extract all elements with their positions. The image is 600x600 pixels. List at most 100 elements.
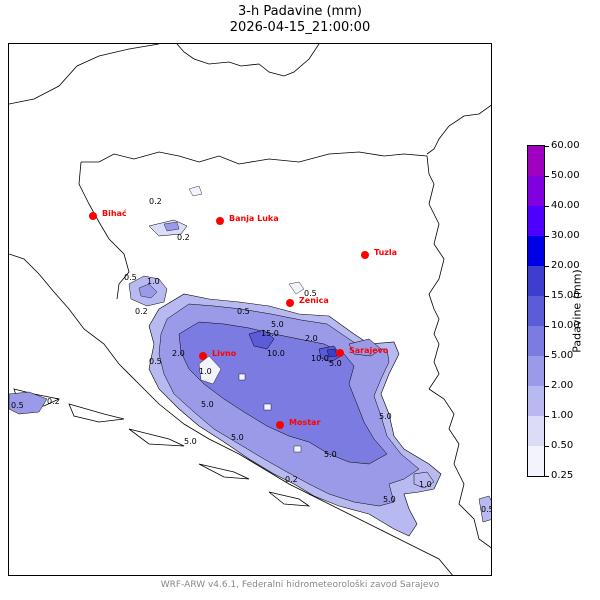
map-panel: 0.2 0.2 0.5 1.0 0.2 0.5 15.0 5.0 10.0 2.… xyxy=(8,43,492,576)
border-north xyxy=(176,44,320,77)
colorbar-segment xyxy=(528,146,544,176)
contour-label: 5.0 xyxy=(184,437,197,446)
city-label: Zenica xyxy=(299,296,329,305)
city-marker xyxy=(89,212,97,220)
colorbar-tick-label: 30.00 xyxy=(551,230,580,241)
contour-label: 2.0 xyxy=(305,334,318,343)
city-marker xyxy=(199,352,207,360)
contour-label: 5.0 xyxy=(329,359,342,368)
city-label: Sarajevo xyxy=(349,346,389,355)
colorbar-tick xyxy=(545,476,549,477)
contour-label: 1.0 xyxy=(147,277,160,286)
contour-label: 0.5 xyxy=(481,505,492,514)
island-3 xyxy=(128,428,185,447)
colorbar-label: Padavine (mm) xyxy=(570,269,584,353)
contour-label: 2.0 xyxy=(172,349,185,358)
model-credit: WRF-ARW v4.6.1, Federalni hidrometeorolo… xyxy=(160,580,440,590)
city-sarajevo[interactable]: Sarajevo xyxy=(336,346,389,357)
island-2 xyxy=(68,403,125,423)
city-livno[interactable]: Livno xyxy=(199,349,237,360)
colorbar-tick xyxy=(545,296,549,297)
contour-label: 0.5 xyxy=(124,273,137,282)
colorbar xyxy=(527,145,545,477)
colorbar-tick-label: 15.00 xyxy=(551,290,580,301)
island-5 xyxy=(268,491,311,507)
contour-label: 5.0 xyxy=(231,433,244,442)
colorbar-tick-label: 10.00 xyxy=(551,320,580,331)
contour-label: 10.0 xyxy=(311,354,329,363)
colorbar-segment xyxy=(528,266,544,296)
coastline xyxy=(9,253,453,575)
colorbar-tick-label: 20.00 xyxy=(551,260,580,271)
contour-labels: 0.2 0.2 0.5 1.0 0.2 0.5 15.0 5.0 10.0 2.… xyxy=(11,197,492,514)
colorbar-segment xyxy=(528,416,544,446)
colorbar-tick xyxy=(545,326,549,327)
city-marker xyxy=(276,421,284,429)
colorbar-segment xyxy=(528,446,544,476)
map-timestamp: 2026-04-15_21:00:00 xyxy=(229,20,371,35)
colorbar-segment xyxy=(528,206,544,236)
colorbar-segment xyxy=(528,236,544,266)
colorbar-tick-label: 60.00 xyxy=(551,140,580,151)
contour-label: 0.5 xyxy=(11,401,24,410)
colorbar-tick xyxy=(545,146,549,147)
colorbar-segment xyxy=(528,386,544,416)
city-banja-luka[interactable]: Banja Luka xyxy=(216,214,279,225)
colorbar-segment xyxy=(528,296,544,326)
colorbar-tick-label: 0.25 xyxy=(551,470,574,481)
city-marker xyxy=(336,349,344,357)
colorbar-tick xyxy=(545,356,549,357)
colorbar-tick-label: 5.00 xyxy=(551,350,574,361)
contour-label: 0.2 xyxy=(47,397,60,406)
colorbar-tick xyxy=(545,176,549,177)
contour-label: 0.5 xyxy=(237,307,250,316)
colorbar-tick xyxy=(545,236,549,237)
city-label: Bihać xyxy=(102,208,127,218)
city-marker xyxy=(216,217,224,225)
city-label: Livno xyxy=(212,349,237,358)
city-label: Banja Luka xyxy=(229,214,279,223)
colorbar-segment xyxy=(528,176,544,206)
contour-label: 0.5 xyxy=(149,357,162,366)
island-4 xyxy=(198,463,250,480)
map-title: 3-h Padavine (mm) xyxy=(238,4,362,19)
colorbar-tick xyxy=(545,206,549,207)
city-mostar[interactable]: Mostar xyxy=(276,418,320,429)
colorbar-tick-label: 50.00 xyxy=(551,170,580,181)
contour-label: 5.0 xyxy=(383,495,396,504)
border-southeast xyxy=(428,388,491,549)
border-bih-west xyxy=(78,161,130,300)
colorbar-segment xyxy=(528,356,544,386)
city-zenica[interactable]: Zenica xyxy=(286,296,329,307)
border-northwest xyxy=(9,44,160,105)
colorbar-tick-label: 1.00 xyxy=(551,410,574,421)
colorbar-tick xyxy=(545,416,549,417)
city-marker xyxy=(286,299,294,307)
contour-label: 1.0 xyxy=(199,367,212,376)
colorbar-tick-label: 2.00 xyxy=(551,380,574,391)
contour-label: 5.0 xyxy=(271,320,284,329)
city-tuzla[interactable]: Tuzla xyxy=(361,248,397,259)
city-bihac[interactable]: Bihać xyxy=(89,208,127,220)
colorbar-tick-label: 0.50 xyxy=(551,440,574,451)
contour-label: 0.2 xyxy=(177,233,190,242)
city-marker xyxy=(361,251,369,259)
contour-label: 0.2 xyxy=(149,197,162,206)
borders xyxy=(9,44,491,575)
contour-label: 10.0 xyxy=(267,349,285,358)
city-label: Mostar xyxy=(289,418,320,427)
cities: Bihać Banja Luka Tuzla Zenica Sarajevo L… xyxy=(89,208,397,429)
border-northeast xyxy=(426,104,491,155)
colorbar-tick xyxy=(545,446,549,447)
colorbar-segment xyxy=(528,326,544,356)
contour-label: 5.0 xyxy=(324,450,337,459)
colorbar-tick xyxy=(545,266,549,267)
city-label: Tuzla xyxy=(374,248,397,257)
border-bih-north-east xyxy=(81,151,445,390)
contour-label: 0.2 xyxy=(135,307,148,316)
contour-label: 0.2 xyxy=(285,475,298,484)
contour-label: 15.0 xyxy=(261,329,279,338)
contour-label: 1.0 xyxy=(419,480,432,489)
contour-label: 0.5 xyxy=(304,289,317,298)
colorbar-tick xyxy=(545,386,549,387)
